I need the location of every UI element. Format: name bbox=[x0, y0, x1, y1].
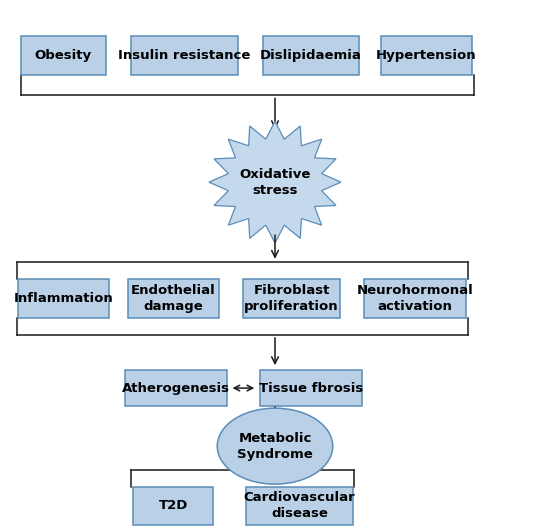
Polygon shape bbox=[209, 121, 341, 243]
Text: Atherogenesis: Atherogenesis bbox=[122, 382, 230, 394]
Text: Metabolic
Syndrome: Metabolic Syndrome bbox=[237, 432, 313, 460]
Text: Obesity: Obesity bbox=[35, 49, 92, 62]
FancyBboxPatch shape bbox=[125, 370, 227, 406]
FancyBboxPatch shape bbox=[133, 487, 213, 525]
FancyBboxPatch shape bbox=[18, 279, 109, 318]
Text: Endothelial
damage: Endothelial damage bbox=[131, 284, 216, 313]
FancyBboxPatch shape bbox=[381, 35, 472, 75]
Text: Inflammation: Inflammation bbox=[13, 292, 113, 305]
Text: Fibroblast
proliferation: Fibroblast proliferation bbox=[244, 284, 339, 313]
Text: Oxidative
stress: Oxidative stress bbox=[239, 168, 311, 196]
FancyBboxPatch shape bbox=[131, 35, 238, 75]
FancyBboxPatch shape bbox=[243, 279, 339, 318]
Text: Neurohormonal
activation: Neurohormonal activation bbox=[357, 284, 474, 313]
FancyBboxPatch shape bbox=[364, 279, 466, 318]
Text: Insulin resistance: Insulin resistance bbox=[118, 49, 250, 62]
Text: Cardiovascular
disease: Cardiovascular disease bbox=[244, 492, 356, 520]
Ellipse shape bbox=[217, 408, 333, 484]
Text: T2D: T2D bbox=[158, 499, 188, 512]
FancyBboxPatch shape bbox=[128, 279, 218, 318]
Text: Dislipidaemia: Dislipidaemia bbox=[260, 49, 362, 62]
FancyBboxPatch shape bbox=[260, 370, 362, 406]
Text: Tissue fbrosis: Tissue fbrosis bbox=[258, 382, 363, 394]
FancyBboxPatch shape bbox=[246, 487, 354, 525]
FancyBboxPatch shape bbox=[262, 35, 359, 75]
FancyBboxPatch shape bbox=[21, 35, 106, 75]
Text: Hypertension: Hypertension bbox=[376, 49, 476, 62]
